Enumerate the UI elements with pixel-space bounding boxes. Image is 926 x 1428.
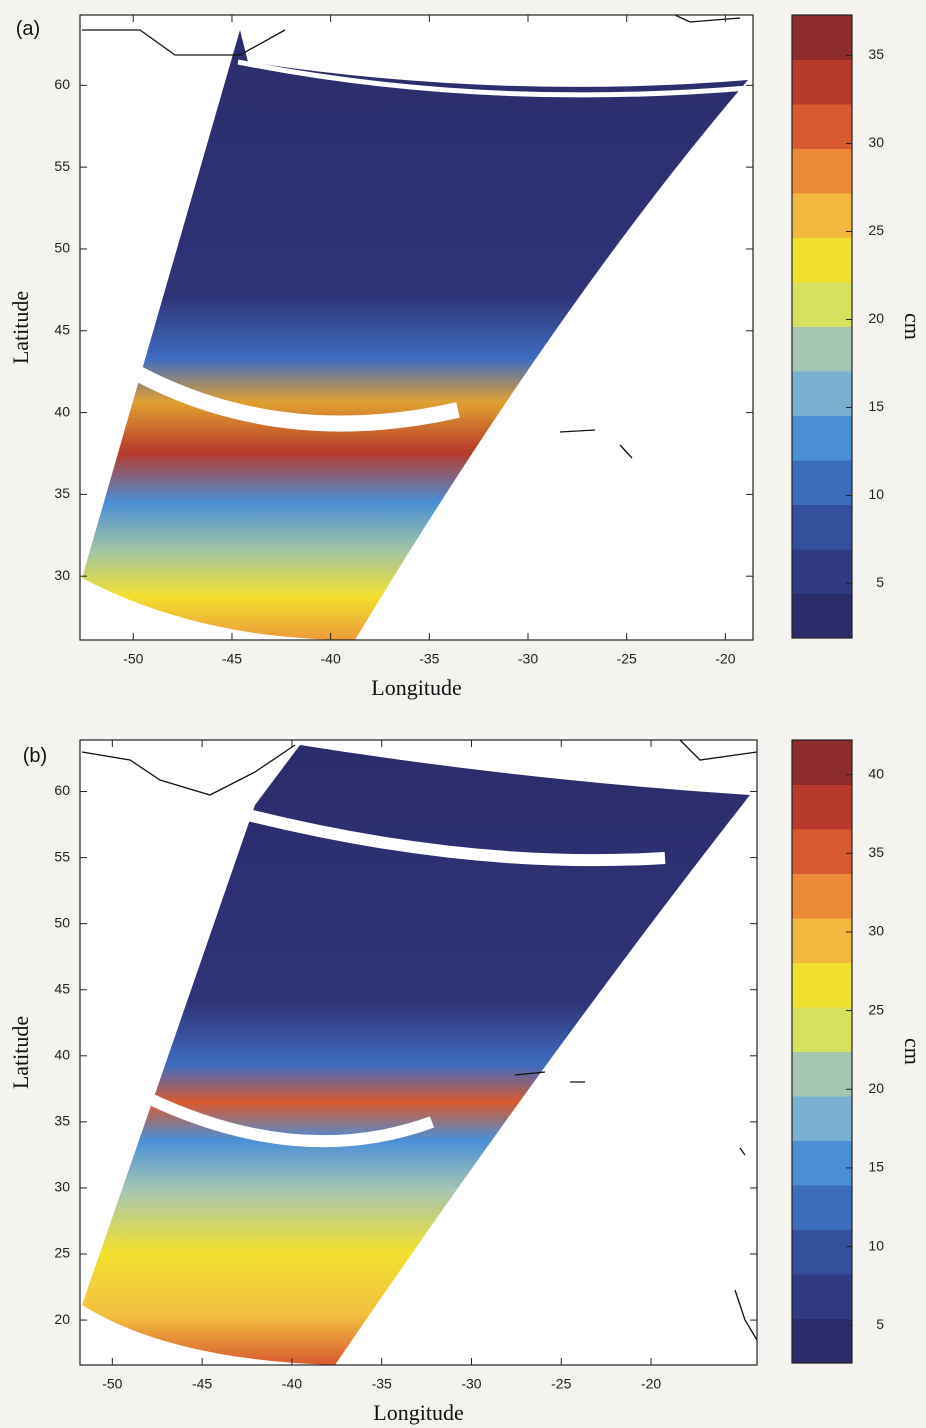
colorbar-band [792, 15, 852, 60]
colorbar-band [792, 962, 852, 1008]
y-tick-label: 20 [54, 1311, 70, 1327]
y-tick-label: 60 [54, 782, 70, 798]
x-tick-label: -25 [617, 651, 637, 667]
panel-label: (a) [16, 18, 40, 40]
x-tick-label: -35 [419, 651, 439, 667]
y-tick-label: 45 [54, 321, 70, 337]
panel-label: (b) [23, 745, 47, 767]
colorbar-band [792, 371, 852, 416]
swath-gap [145, 1092, 435, 1148]
plot-frame [79, 14, 754, 641]
y-tick-label: 40 [54, 1047, 70, 1063]
y-tick-label: 55 [54, 848, 70, 864]
colorbar-band [792, 549, 852, 594]
colorbar-band [792, 59, 852, 105]
colorbar-tick-label: 35 [868, 46, 884, 62]
y-tick-label: 30 [54, 567, 70, 583]
plot-frame [79, 739, 758, 1366]
x-axis-label: Longitude [373, 1400, 463, 1425]
colorbar-tick-label: 30 [868, 134, 884, 150]
colorbar-tick-label: 5 [876, 1316, 884, 1332]
colorbar-band [792, 918, 852, 963]
y-tick-label: 50 [54, 240, 70, 256]
colorbar-band [792, 460, 852, 505]
colorbar-tick-label: 30 [868, 923, 884, 939]
swath [82, 30, 748, 640]
y-tick-label: 35 [54, 1113, 70, 1129]
y-tick-label: 25 [54, 1245, 70, 1261]
colorbar-band [792, 104, 852, 149]
colorbar-label: cm [900, 1038, 925, 1065]
y-tick-label: 35 [54, 485, 70, 501]
x-tick-label: -45 [192, 1376, 212, 1392]
swath-gap [131, 364, 460, 432]
colorbar-tick-label: 25 [868, 1001, 884, 1017]
colorbar-band [792, 148, 852, 194]
colorbar-tick-label: 40 [868, 765, 884, 781]
colorbar-tick-label: 25 [868, 222, 884, 238]
y-tick-label: 40 [54, 403, 70, 419]
colorbar-tick-label: 15 [868, 1159, 884, 1175]
colorbar-band [792, 1096, 852, 1141]
coastline [81, 739, 758, 1341]
x-axis-label: Longitude [371, 675, 461, 700]
colorbar-tick-label: 5 [876, 574, 884, 590]
x-tick-label: -20 [715, 651, 735, 667]
colorbar-band [792, 1007, 852, 1052]
colorbar-band [792, 415, 852, 461]
colorbar-tick-label: 20 [868, 1080, 884, 1096]
x-tick-label: -40 [321, 651, 341, 667]
colorbar-frame [791, 739, 853, 1364]
x-tick-label: -30 [461, 1376, 481, 1392]
x-tick-label: -20 [641, 1376, 661, 1392]
y-tick-label: 55 [54, 158, 70, 174]
x-tick-label: -50 [123, 651, 143, 667]
swath-gap [237, 59, 749, 98]
colorbar-band [792, 1185, 852, 1230]
colorbar-band [792, 1318, 852, 1364]
colorbar-band [792, 873, 852, 919]
colorbar-band [792, 282, 852, 327]
colorbar-tick-label: 10 [868, 486, 884, 502]
colorbar-band [792, 1229, 852, 1275]
colorbar-frame [791, 14, 853, 639]
x-tick-label: -50 [102, 1376, 122, 1392]
x-tick-label: -45 [222, 651, 242, 667]
colorbar-tick-label: 20 [868, 310, 884, 326]
colorbar-band [792, 784, 852, 830]
colorbar-band [792, 326, 852, 372]
colorbar-tick-label: 10 [868, 1237, 884, 1253]
colorbar-band [792, 740, 852, 785]
coastline [82, 14, 741, 459]
y-axis-label: Latitude [8, 1016, 33, 1089]
swath [82, 745, 750, 1365]
y-axis-label: Latitude [8, 291, 33, 364]
colorbar-band [792, 593, 852, 639]
colorbar-band [792, 1051, 852, 1097]
y-tick-label: 60 [54, 76, 70, 92]
y-tick-label: 45 [54, 980, 70, 996]
colorbar-band [792, 1140, 852, 1186]
x-tick-label: -40 [282, 1376, 302, 1392]
colorbar-tick-label: 15 [868, 398, 884, 414]
colorbar-band [792, 1274, 852, 1319]
x-tick-label: -35 [372, 1376, 392, 1392]
colorbar-band [792, 504, 852, 550]
colorbar-band [792, 237, 852, 283]
x-tick-label: -25 [551, 1376, 571, 1392]
x-tick-label: -30 [518, 651, 538, 667]
colorbar-label: cm [900, 313, 925, 340]
colorbar-band [792, 829, 852, 874]
colorbar-tick-label: 35 [868, 844, 884, 860]
colorbar-band [792, 193, 852, 238]
y-tick-label: 50 [54, 914, 70, 930]
swath-gap [246, 809, 666, 867]
y-tick-label: 30 [54, 1179, 70, 1195]
